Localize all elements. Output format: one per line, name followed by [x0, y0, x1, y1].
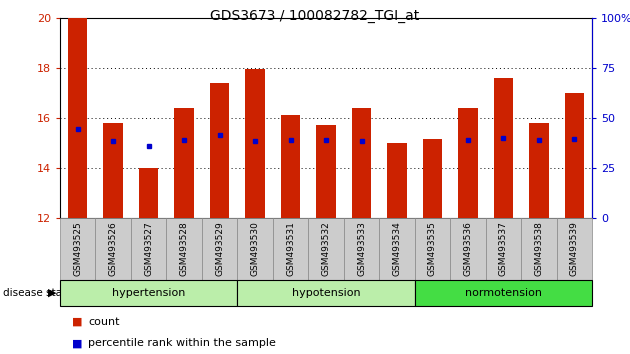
- Text: GSM493529: GSM493529: [215, 221, 224, 276]
- Text: GSM493534: GSM493534: [392, 221, 401, 276]
- Bar: [139, 168, 158, 218]
- Bar: [68, 18, 88, 218]
- Text: GSM493526: GSM493526: [108, 221, 118, 276]
- Bar: [352, 108, 371, 218]
- Text: percentile rank within the sample: percentile rank within the sample: [88, 338, 276, 348]
- Bar: [387, 143, 407, 218]
- Text: GSM493539: GSM493539: [570, 221, 579, 276]
- Text: GSM493533: GSM493533: [357, 221, 366, 276]
- Bar: [316, 125, 336, 218]
- Text: ▶: ▶: [48, 288, 57, 298]
- Text: GSM493537: GSM493537: [499, 221, 508, 276]
- Text: hypertension: hypertension: [112, 288, 185, 298]
- Bar: [103, 123, 123, 218]
- Bar: [529, 123, 549, 218]
- Text: GSM493535: GSM493535: [428, 221, 437, 276]
- Text: GSM493531: GSM493531: [286, 221, 295, 276]
- Text: GSM493532: GSM493532: [321, 221, 331, 276]
- Text: GSM493527: GSM493527: [144, 221, 153, 276]
- Text: hypotension: hypotension: [292, 288, 360, 298]
- Bar: [458, 108, 478, 218]
- Text: ■: ■: [72, 317, 83, 327]
- Text: count: count: [88, 317, 120, 327]
- Text: GSM493530: GSM493530: [251, 221, 260, 276]
- Bar: [210, 83, 229, 218]
- Text: GSM493528: GSM493528: [180, 221, 188, 276]
- Text: GDS3673 / 100082782_TGI_at: GDS3673 / 100082782_TGI_at: [210, 9, 420, 23]
- Bar: [494, 78, 513, 218]
- Text: disease state: disease state: [3, 288, 72, 298]
- Text: normotension: normotension: [465, 288, 542, 298]
- Bar: [175, 108, 194, 218]
- Text: GSM493525: GSM493525: [73, 221, 82, 276]
- Text: GSM493538: GSM493538: [534, 221, 544, 276]
- Bar: [423, 139, 442, 218]
- Text: ■: ■: [72, 338, 83, 348]
- Bar: [245, 69, 265, 218]
- Text: GSM493536: GSM493536: [464, 221, 472, 276]
- Bar: [281, 115, 301, 218]
- Bar: [564, 93, 584, 218]
